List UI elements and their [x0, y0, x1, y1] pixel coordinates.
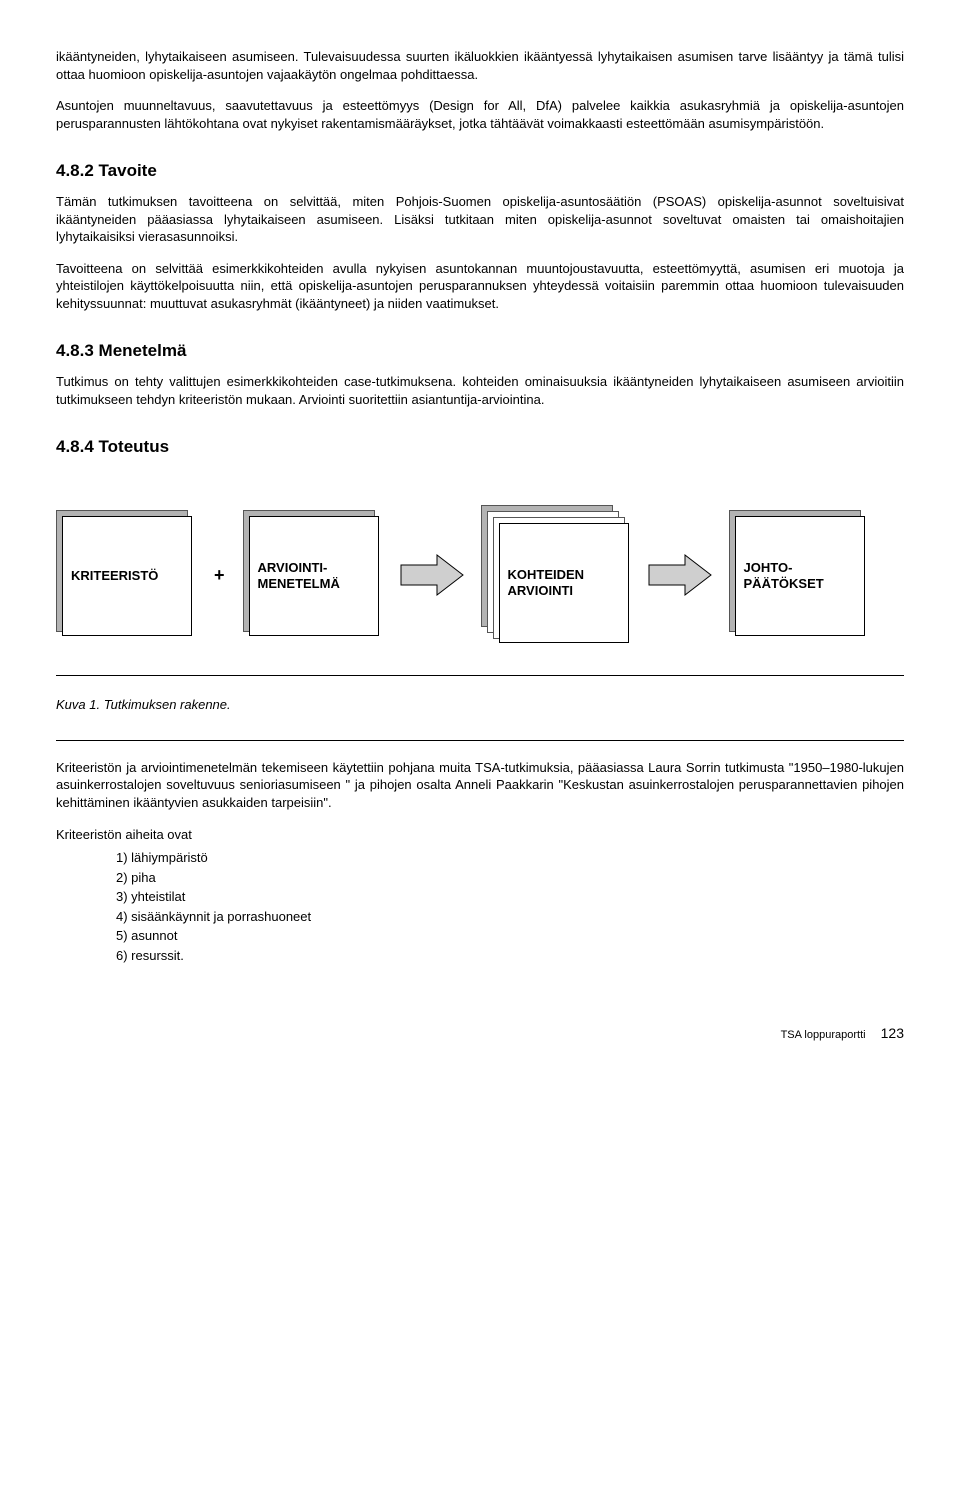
page-footer: TSA loppuraportti 123 — [56, 1024, 904, 1043]
list-item: 2) piha — [116, 869, 904, 887]
diagram-box-johtopaatokset: JOHTO- PÄÄTÖKSET — [729, 510, 869, 640]
sec2-paragraph-1: Tämän tutkimuksen tavoitteena on selvitt… — [56, 193, 904, 246]
after-paragraph-1: Kriteeristön ja arviointimenetelmän teke… — [56, 759, 904, 812]
list-item: 3) yhteistilat — [116, 888, 904, 906]
footer-label: TSA loppuraportti — [781, 1029, 866, 1041]
list-item: 4) sisäänkäynnit ja porrashuoneet — [116, 908, 904, 926]
criteria-list-title: Kriteeristön aiheita ovat — [56, 826, 904, 844]
list-item: 5) asunnot — [116, 927, 904, 945]
sec3-paragraph-1: Tutkimus on tehty valittujen esimerkkiko… — [56, 373, 904, 408]
plus-symbol: + — [210, 563, 229, 587]
intro-paragraph-2: Asuntojen muunneltavuus, saavutettavuus … — [56, 97, 904, 132]
diagram-box-kohteiden-arviointi: KOHTEIDEN ARVIOINTI — [481, 505, 631, 645]
heading-4-8-3: 4.8.3 Menetelmä — [56, 340, 904, 363]
divider — [56, 675, 904, 676]
heading-4-8-2: 4.8.2 Tavoite — [56, 160, 904, 183]
heading-4-8-4: 4.8.4 Toteutus — [56, 436, 904, 459]
divider — [56, 740, 904, 741]
page-number: 123 — [881, 1025, 904, 1041]
figure-caption: Kuva 1. Tutkimuksen rakenne. — [56, 696, 904, 714]
arrow-icon — [397, 550, 467, 600]
criteria-list: 1) lähiympäristö 2) piha 3) yhteistilat … — [116, 849, 904, 964]
diagram-box-kriteeristo: KRITEERISTÖ — [56, 510, 196, 640]
sec2-paragraph-2: Tavoitteena on selvittää esimerkkikohtei… — [56, 260, 904, 313]
diagram-box-arviointimenetelma: ARVIOINTI- MENETELMÄ — [243, 510, 383, 640]
process-diagram: KRITEERISTÖ + ARVIOINTI- MENETELMÄ KOHTE… — [56, 505, 904, 645]
list-item: 6) resurssit. — [116, 947, 904, 965]
list-item: 1) lähiympäristö — [116, 849, 904, 867]
intro-paragraph-1: ikääntyneiden, lyhytaikaiseen asumiseen.… — [56, 48, 904, 83]
arrow-icon — [645, 550, 715, 600]
